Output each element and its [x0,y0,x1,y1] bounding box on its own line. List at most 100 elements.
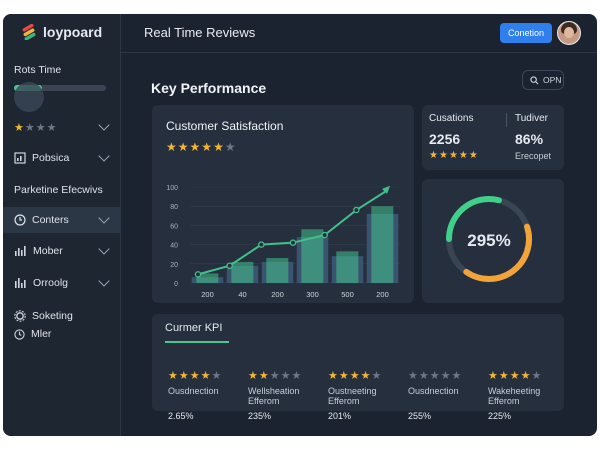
star-filled-icon: ★ [429,150,439,161]
kpi-title-underline [165,341,229,343]
y-tick-label: 100 [166,185,178,192]
search-icon [530,75,539,84]
kpi-column[interactable]: ★★★★★ Ousdnection 255% [408,369,462,421]
y-tick-label: 40 [170,243,178,250]
sidebar-section-label: Rots Time [14,64,62,76]
clock-icon [14,214,26,226]
sidebar-progress-knob[interactable] [14,82,44,112]
chevron-down-icon [98,275,110,287]
trend-point [226,262,233,269]
star-filled-icon: ★ [498,370,510,382]
bars-icon [15,246,26,256]
bar-chart-icon [14,152,26,164]
avatar[interactable] [557,21,581,45]
sidebar-item-conters[interactable]: Conters [3,207,120,233]
sidebar-item-soketing[interactable]: Soketing [3,307,120,325]
kpi-column[interactable]: ★★★★★ Wakeheeting Efferom 225% [488,369,542,421]
star-filled-icon: ★ [14,121,25,134]
sidebar-item-parketine[interactable]: Parketine Efecwivs [3,177,120,203]
star-filled-icon: ★ [189,140,202,154]
page-title: Real Time Reviews [144,25,256,40]
sidebar-item-mober[interactable]: Mober [3,238,120,264]
kpi-name-secondary: Efferom [248,396,280,406]
chevron-down-icon [98,150,110,162]
customer-satisfaction-panel: Customer Satisfaction ★★★★★★ 0 20 40 60 80 10… [152,105,414,303]
y-tick-label: 80 [170,204,178,211]
kpi-name-secondary [408,396,462,406]
star-filled-icon: ★ [448,150,459,161]
star-empty-icon: ★ [35,121,47,134]
gear-icon [14,310,26,322]
kpi-column[interactable]: ★★★★★ Ousdnection 2.65% [168,369,222,421]
star-filled-icon: ★ [509,370,521,382]
kpi-stars: ★★★★★ [408,369,462,382]
kpi-column[interactable]: ★★★★★ Oustneeting Efferom 201% [328,369,382,421]
satisfaction-chart: 02040608010020040200300500200CustomerKPI [166,185,400,299]
star-filled-icon: ★ [520,370,532,382]
sidebar-rating-row[interactable]: ★★★★ [3,114,120,140]
stat-right-label: Tudiver [515,113,548,124]
y-tick-label: 60 [170,223,178,230]
sidebar-section-rots-time: Rots Time [3,64,120,112]
trend-arrow-icon [382,185,390,194]
sidebar: loypoard Rots Time ★★★★ Pobsica [3,14,121,436]
star-filled-icon: ★ [338,370,350,382]
brand-logo-icon [22,24,36,40]
trend-point [353,206,360,214]
x-tick-label: 200 [271,290,284,299]
trend-point [194,271,202,278]
customer-bar [336,251,359,283]
stat-right-value: 86% [515,131,544,147]
chevron-down-icon [98,243,110,255]
y-tick-label: 0 [174,281,178,288]
bars-icon [15,278,26,288]
star-empty-icon: ★ [418,370,430,382]
opn-search-button[interactable]: OPN [522,70,564,90]
panel-title: Customer Satisfaction [166,119,284,133]
kpi-name: Oustneeting [328,386,377,396]
star-empty-icon: ★ [531,370,543,382]
customer-bar [371,206,394,283]
kpi-column[interactable]: ★★★★★ Wellsheation Efferom 235% [248,369,302,421]
kpi-name: Wellsheation [248,386,300,396]
star-empty-icon: ★ [408,370,419,382]
x-tick-label: 40 [238,290,246,299]
sidebar-item-mler[interactable]: Mler [3,325,120,343]
star-empty-icon: ★ [371,370,383,382]
star-filled-icon: ★ [488,370,499,382]
kpi-value: 225% [488,411,512,421]
sidebar-item-label: Conters [32,214,69,226]
sidebar-item-label: Mober [33,245,63,257]
kpi-value: 201% [328,411,352,421]
star-filled-icon: ★ [168,370,179,382]
chevron-down-icon [98,212,110,224]
stat-left-value: 2256 [429,131,461,147]
kpi-value: 2.65% [168,411,194,421]
trend-point [321,231,328,239]
kpi-name: Wakeheeting [488,386,541,396]
stat-divider [506,113,507,127]
star-filled-icon: ★ [189,370,201,382]
star-filled-icon: ★ [468,150,479,161]
kpi-stars: ★★★★★ [488,369,542,382]
gauge-arc-orange [463,223,532,282]
star-filled-icon: ★ [200,370,212,382]
x-tick-label: 500 [341,290,354,299]
brand[interactable]: loypoard [21,24,102,40]
customer-bar [231,261,254,283]
star-filled-icon: ★ [166,140,178,154]
trend-point [289,239,297,246]
stats-panel: Cusations 2256 ★★★★★ Tudiver 86% Erecope… [422,105,564,170]
kpi-name-secondary: Efferom [328,396,360,406]
star-empty-icon: ★ [429,370,441,382]
section-heading: Key Performance [151,80,267,96]
star-filled-icon: ★ [248,370,259,382]
kpi-name: Ousdnection [168,386,219,396]
star-filled-icon: ★ [213,140,225,154]
conetion-button[interactable]: Conetion [499,23,552,43]
star-filled-icon: ★ [458,150,469,161]
star-filled-icon: ★ [328,370,339,382]
sidebar-item-orroolg[interactable]: Orroolg [3,270,120,296]
customer-bar [266,258,289,283]
sidebar-item-pobsica[interactable]: Pobsica [3,145,120,171]
